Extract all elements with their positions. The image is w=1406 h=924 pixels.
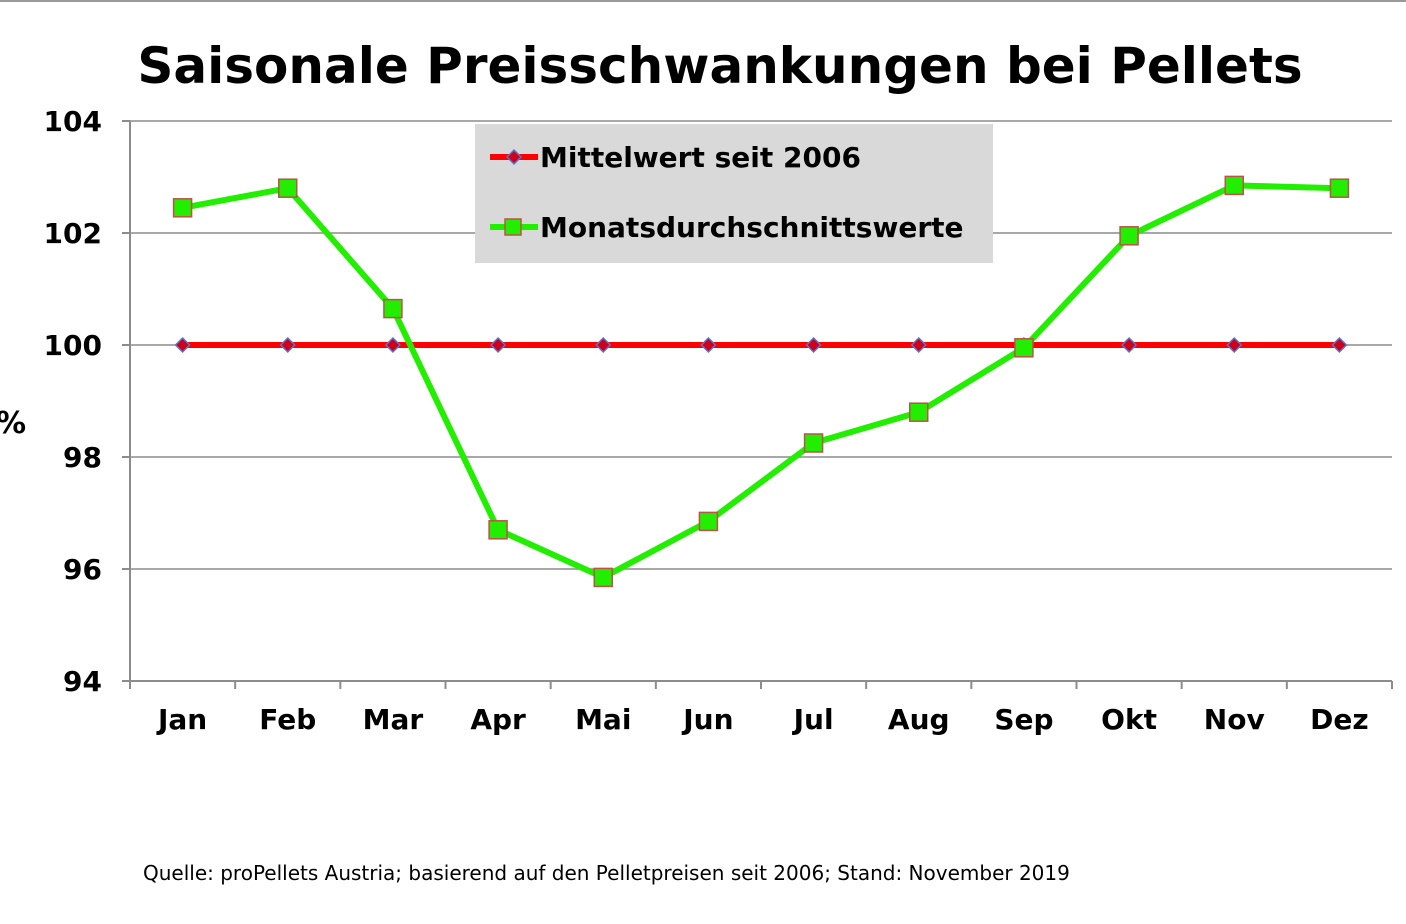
data-point [698, 511, 719, 532]
top-rule [0, 0, 1406, 2]
y-tick-label: 96 [63, 553, 102, 586]
data-point [174, 336, 191, 354]
data-point [1121, 336, 1138, 354]
y-tick-label: 102 [44, 217, 102, 250]
data-point [909, 402, 929, 422]
data-point [1329, 178, 1350, 198]
y-tick-label: 104 [44, 105, 102, 138]
x-tick-label: Okt [1101, 703, 1157, 736]
data-point [1226, 336, 1243, 354]
legend-label-mittelwert: Mittelwert seit 2006 [540, 141, 861, 174]
data-point [1014, 338, 1034, 358]
x-tick-label: Aug [888, 703, 950, 736]
series-monatsdurchschnitt [172, 175, 1350, 588]
x-tick-label: Jul [792, 703, 834, 736]
data-point [1224, 175, 1244, 196]
legend-marker-mittelwert [505, 148, 523, 166]
x-tick-label: Mar [363, 703, 424, 736]
legend-box [475, 124, 993, 263]
data-point [279, 336, 296, 354]
legend-marker-monatsdurchschnitt [504, 218, 522, 236]
y-tick-label: 100 [44, 329, 102, 362]
series-line [182, 182, 1340, 581]
legend: Mittelwert seit 2006 Monatsdurchschnitts… [475, 124, 993, 263]
x-tick-label: Apr [470, 703, 526, 736]
data-point [488, 520, 508, 540]
x-tick-label: Nov [1204, 703, 1265, 736]
x-axis-ticks: Jan Feb Mar Apr Mai Jun Jul Aug Sep Okt Nov Dez [129, 681, 1393, 736]
x-tick-label: Mai [575, 703, 631, 736]
x-tick-label: Sep [994, 703, 1053, 736]
y-axis-label: % [0, 406, 26, 441]
data-point [700, 336, 717, 354]
data-point [805, 336, 822, 354]
data-point [278, 178, 298, 198]
chart-title: Saisonale Preisschwankungen bei Pellets [137, 37, 1302, 95]
series-mittelwert [174, 336, 1348, 354]
x-tick-label: Dez [1310, 703, 1369, 736]
x-tick-label: Jan [156, 703, 207, 736]
data-point [1331, 336, 1348, 354]
data-point [910, 336, 927, 354]
data-point [384, 336, 401, 354]
y-axis-ticks: 94 96 98 100 102 104 [44, 105, 130, 698]
x-tick-label: Jun [681, 703, 733, 736]
data-point [595, 336, 612, 354]
y-tick-label: 98 [63, 441, 102, 474]
data-point [593, 567, 613, 588]
data-point [383, 298, 403, 319]
legend-label-monatsdurchschnitt: Monatsdurchschnittswerte [540, 211, 964, 244]
data-point [1119, 226, 1139, 246]
series-group [172, 175, 1350, 588]
y-tick-label: 94 [63, 665, 102, 698]
x-tick-label: Feb [259, 703, 316, 736]
data-point [803, 433, 824, 453]
source-note: Quelle: proPellets Austria; basierend au… [143, 861, 1070, 885]
data-point [490, 336, 507, 354]
data-point [172, 198, 193, 218]
